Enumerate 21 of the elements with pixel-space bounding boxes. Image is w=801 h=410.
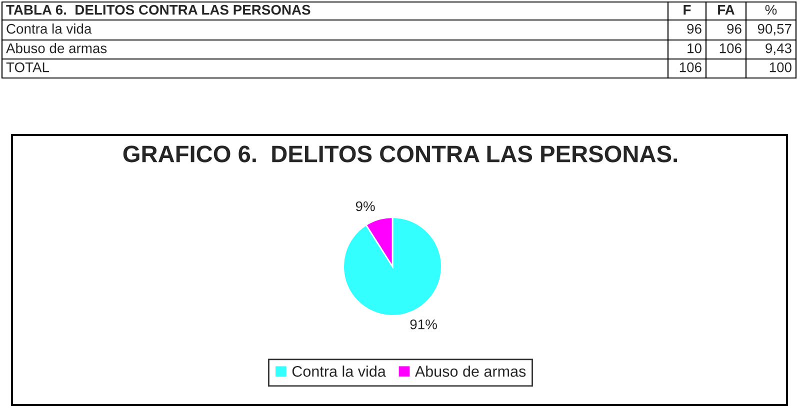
text: Contra la vida	[6, 24, 92, 34]
text: TOTAL	[6, 62, 50, 72]
text: 9,43	[766, 43, 792, 55]
text: 90,57	[758, 24, 792, 36]
pie-slice	[342, 216, 442, 316]
text: 100	[770, 62, 792, 72]
text: TABLA 6. DELITOS CONTRA LAS PERSONAS	[6, 4, 310, 15]
text: %	[765, 4, 777, 15]
chart-title: GRAFICO 6. DELITOS CONTRA LAS PERSONAS.	[123, 146, 677, 162]
text: 10	[688, 43, 702, 54]
data-label: 91%	[410, 319, 437, 330]
text: 96	[687, 24, 702, 34]
text: FA	[718, 5, 735, 15]
legend-label: Contra la vida	[292, 366, 386, 377]
data-label: 9%	[356, 201, 375, 212]
text: F	[684, 5, 691, 15]
text: Abuso de armas	[6, 43, 107, 54]
legend-label: Abuso de armas	[414, 366, 526, 377]
text: 96	[727, 24, 742, 34]
text: 106	[720, 43, 742, 54]
text: 106	[680, 62, 702, 72]
